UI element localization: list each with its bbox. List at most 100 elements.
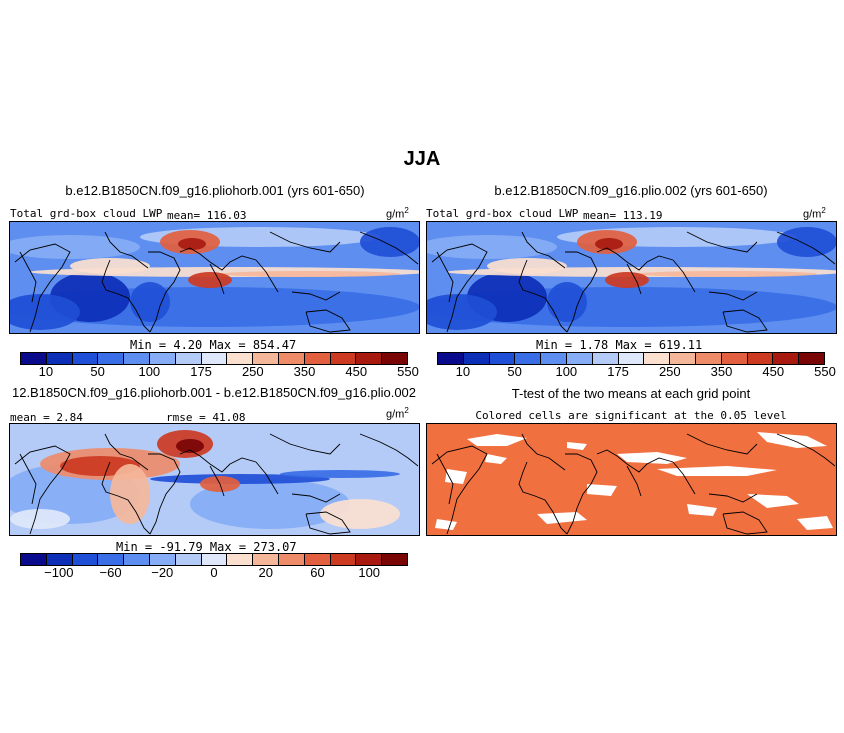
colorbar-swatch xyxy=(149,554,176,565)
colorbar-swatch xyxy=(72,554,99,565)
colorbar-swatch xyxy=(382,353,407,364)
coastline xyxy=(708,493,758,503)
colorbar-tick-label: 10 xyxy=(38,364,54,379)
colorbar-swatch xyxy=(438,353,464,364)
coastline xyxy=(431,243,488,333)
field-region xyxy=(110,464,150,524)
panel-3-units: g/m2 xyxy=(386,406,409,421)
colorbar-tick-label: 10 xyxy=(455,364,471,379)
colorbar-swatch xyxy=(799,353,824,364)
colorbar-tick-label: 450 xyxy=(345,364,368,379)
significance-field xyxy=(427,424,836,535)
colorbar-tick-label: 100 xyxy=(555,364,578,379)
coastline xyxy=(626,465,642,497)
colorbar-tick-label: −60 xyxy=(99,565,122,580)
colorbar-swatch xyxy=(304,554,331,565)
figure-title: JJA xyxy=(403,148,441,170)
colorbar-swatch xyxy=(46,554,73,565)
panel-3-colorbar-ticks: −100 −60 −20 0 20 60 100 xyxy=(20,565,408,581)
coastline xyxy=(596,449,674,473)
colorbar-tick-label: 100 xyxy=(358,565,381,580)
field-region xyxy=(547,282,587,322)
coastline xyxy=(686,231,758,253)
colorbar-swatch xyxy=(149,353,176,364)
coastline xyxy=(305,309,351,333)
colorbar-swatch xyxy=(330,353,357,364)
coastline xyxy=(518,259,568,333)
colorbar-swatch xyxy=(747,353,774,364)
colorbar-swatch xyxy=(72,353,99,364)
non-significant-region xyxy=(537,512,587,524)
panel-1-colorbar xyxy=(20,352,408,365)
colorbar-swatch xyxy=(201,353,228,364)
panel-2-map xyxy=(426,221,837,334)
colorbar-tick-label: 550 xyxy=(814,364,836,379)
colorbar-swatch xyxy=(46,353,73,364)
coastline xyxy=(708,291,758,301)
coastline xyxy=(672,461,696,495)
panel-2-colorbar-ticks: 10 50 100 175 250 350 450 550 xyxy=(437,364,836,380)
colorbar-tick-label: 250 xyxy=(241,364,264,379)
coastline xyxy=(518,461,568,535)
coastline xyxy=(14,445,71,535)
coastline xyxy=(291,291,341,301)
field-region xyxy=(595,238,623,250)
panel-2-variable-label: Total grd-box cloud LWP xyxy=(426,207,579,220)
coastline xyxy=(148,453,181,535)
colorbar-swatch xyxy=(278,554,305,565)
colorbar-swatch xyxy=(592,353,619,364)
panel-2-units: g/m2 xyxy=(803,206,826,221)
coastline xyxy=(209,465,225,497)
coastline xyxy=(291,493,341,503)
non-significant-region xyxy=(485,454,507,464)
field-region xyxy=(220,271,400,277)
panel-1-colorbar-ticks: 10 50 100 175 250 350 450 550 xyxy=(20,364,419,380)
colorbar-swatch xyxy=(463,353,490,364)
panel-1-mean-label: mean= 116.03 xyxy=(167,209,247,222)
coastline xyxy=(722,309,768,333)
coastline xyxy=(722,511,768,535)
colorbar-tick-label: 50 xyxy=(507,364,522,379)
colorbar-swatch xyxy=(356,554,383,565)
panel-1-map xyxy=(9,221,420,334)
panel-4-map xyxy=(426,423,837,536)
colorbar-swatch xyxy=(670,353,696,364)
colorbar-swatch xyxy=(175,554,202,565)
panel-3-mean-label: mean = 2.84 xyxy=(10,411,83,424)
colorbar-swatch xyxy=(515,353,542,364)
colorbar-swatch xyxy=(201,554,228,565)
coastline xyxy=(565,453,598,535)
non-significant-region xyxy=(657,466,777,476)
panel-3-colorbar xyxy=(20,553,408,566)
coastline xyxy=(521,231,566,269)
coastline xyxy=(19,251,37,303)
panel-4-title: T-test of the two means at each grid poi… xyxy=(511,386,751,401)
map-field xyxy=(10,424,419,535)
field-region xyxy=(10,294,80,330)
field-region xyxy=(176,439,204,453)
non-significant-region xyxy=(687,504,717,516)
colorbar-tick-label: 450 xyxy=(762,364,785,379)
panel-3-minmax: Min = -91.79 Max = 273.07 xyxy=(116,540,297,554)
panel-3-map xyxy=(9,423,420,536)
non-significant-region xyxy=(567,442,587,450)
panel-3-rmse-label: rmse = 41.08 xyxy=(166,411,246,424)
panel-2-title: b.e12.B1850CN.f09_g16.plio.002 (yrs 601-… xyxy=(494,183,768,198)
panel-1-minmax: Min = 4.20 Max = 854.47 xyxy=(130,338,297,352)
coastline xyxy=(686,433,758,455)
colorbar-swatch xyxy=(618,353,645,364)
panel-2-minmax: Min = 1.78 Max = 619.11 xyxy=(536,338,703,352)
colorbar-tick-label: 250 xyxy=(658,364,681,379)
coastline xyxy=(209,263,225,295)
map-field xyxy=(427,222,836,333)
panel-3-title: 12.B1850CN.f09_g16.pliohorb.001 - b.e12.… xyxy=(11,385,417,400)
colorbar-swatch xyxy=(489,353,516,364)
panel-1-units: g/m2 xyxy=(386,206,409,221)
coastline xyxy=(776,433,836,467)
colorbar-swatch xyxy=(566,353,593,364)
colorbar-tick-label: 175 xyxy=(607,364,629,379)
colorbar-tick-label: 50 xyxy=(90,364,105,379)
coastline xyxy=(255,259,279,293)
colorbar-swatch xyxy=(644,353,671,364)
field-region xyxy=(427,235,557,259)
